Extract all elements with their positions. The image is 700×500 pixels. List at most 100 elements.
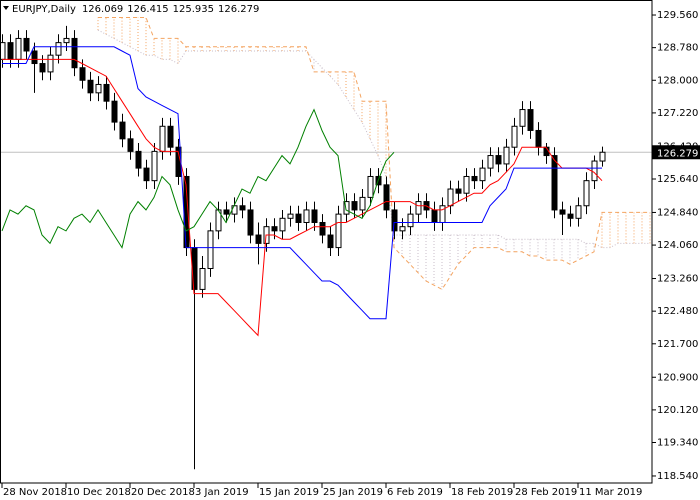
- y-tick-label: 119.340: [657, 438, 698, 449]
- y-tick-label: 125.640: [657, 174, 698, 185]
- x-tick-label: 6 Feb 2019: [387, 487, 443, 498]
- x-tick-label: 18 Feb 2019: [451, 487, 513, 498]
- price-label: 126.279: [657, 148, 698, 159]
- candle-body: [351, 201, 358, 211]
- y-tick-label: 128.780: [657, 43, 698, 54]
- candle-body: [575, 205, 582, 219]
- y-tick-label: 122.480: [657, 306, 698, 317]
- candle-body: [559, 209, 566, 215]
- menu-arrow[interactable]: [3, 6, 9, 10]
- candle-body: [535, 129, 542, 148]
- y-tick-label: 124.060: [657, 240, 698, 251]
- candle-body: [47, 54, 54, 73]
- x-tick-label: 25 Jan 2019: [323, 487, 383, 498]
- candle-body: [487, 155, 494, 169]
- y-tick-label: 123.260: [657, 274, 698, 285]
- y-tick-label: 129.560: [657, 10, 698, 21]
- candle-body: [87, 79, 94, 94]
- price-label-box: [652, 145, 700, 160]
- x-tick-label: 20 Dec 2018: [131, 487, 195, 498]
- candle-body: [15, 37, 22, 60]
- header-open: 126.069: [82, 4, 123, 15]
- candle-body: [551, 155, 558, 211]
- candle-body: [311, 209, 318, 223]
- candle-body: [151, 150, 158, 182]
- candle-body: [295, 213, 302, 223]
- indicator-line: [97, 29, 650, 249]
- plot-frame: [0, 0, 653, 484]
- candle-body: [279, 217, 286, 232]
- candle-body: [287, 213, 294, 219]
- header-high: 126.415: [127, 4, 168, 15]
- candle-body: [111, 100, 118, 123]
- candle-body: [415, 201, 422, 215]
- candle-body: [159, 125, 166, 152]
- x-tick-label: 28 Feb 2019: [515, 487, 577, 498]
- candle-body: [303, 209, 310, 223]
- candle-body: [63, 37, 70, 44]
- candle-body: [143, 167, 150, 182]
- indicator-line: [2, 58, 603, 337]
- x-tick-label: 10 Dec 2018: [67, 487, 131, 498]
- header-low: 125.935: [173, 4, 214, 15]
- candle-body: [223, 209, 230, 215]
- candle-body: [503, 146, 510, 165]
- candle-body: [447, 188, 454, 207]
- candle-body: [519, 109, 526, 127]
- y-tick-label: 118.540: [657, 471, 698, 482]
- candle-body: [327, 234, 334, 249]
- candle-body: [23, 37, 30, 52]
- y-tick-label: 121.700: [657, 339, 698, 350]
- candle-body: [591, 160, 598, 182]
- candle-body: [55, 42, 62, 56]
- candle-body: [407, 213, 414, 228]
- candle-body: [167, 125, 174, 148]
- candle-body: [527, 109, 534, 131]
- candle-body: [319, 221, 326, 236]
- candle-body: [71, 37, 78, 69]
- candle-body: [95, 83, 102, 94]
- candle-body: [207, 230, 214, 270]
- candle-body: [583, 180, 590, 207]
- candle-body: [367, 175, 374, 198]
- y-tick-label: 127.220: [657, 108, 698, 119]
- candle-body: [7, 42, 14, 60]
- indicator-line: [1, 108, 395, 249]
- y-tick-label: 120.120: [657, 405, 698, 416]
- candle-body: [119, 121, 126, 140]
- candle-body: [39, 63, 46, 73]
- candle-body: [383, 184, 390, 211]
- y-tick-label: 120.900: [657, 372, 698, 383]
- candle-body: [471, 175, 478, 182]
- candle-body: [247, 209, 254, 236]
- candle-body: [231, 205, 238, 215]
- candle-body: [599, 151, 606, 162]
- candle-body: [391, 209, 398, 232]
- chart-title: EURJPY,Daily: [12, 4, 76, 15]
- x-tick-label: 28 Nov 2018: [3, 487, 67, 498]
- candle-body: [127, 138, 134, 152]
- candle-body: [399, 226, 406, 232]
- candle-body: [271, 226, 278, 232]
- candle-body: [31, 50, 38, 65]
- candle-body: [463, 175, 470, 194]
- y-tick-label: 128.000: [657, 75, 698, 86]
- candle-body: [495, 155, 502, 165]
- candle-body: [567, 213, 574, 219]
- plot-area: [0, 17, 652, 470]
- candle-body: [199, 268, 206, 290]
- candle-body: [511, 125, 518, 148]
- x-tick-label: 15 Jan 2019: [259, 487, 319, 498]
- indicator-line: [2, 46, 602, 320]
- candle-body: [343, 201, 350, 215]
- candle-body: [455, 188, 462, 194]
- header-close: 126.279: [218, 4, 259, 15]
- candle-body: [255, 234, 262, 244]
- candle-body: [239, 205, 246, 211]
- chart-header: EURJPY,Daily 126.069 126.415 125.935 126.279: [12, 4, 259, 15]
- candle-body: [431, 209, 438, 223]
- candle-body: [135, 150, 142, 169]
- x-tick-label: 3 Jan 2019: [195, 487, 249, 498]
